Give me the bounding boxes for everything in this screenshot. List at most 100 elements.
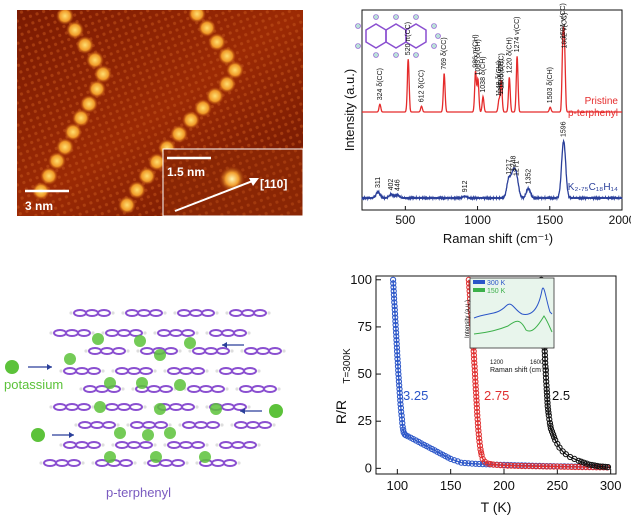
- res-data-point: [475, 431, 482, 438]
- res-data-point: [471, 367, 478, 374]
- terphenyl-ring: [179, 441, 193, 449]
- terphenyl-ring: [157, 329, 171, 337]
- res-data-point: [543, 386, 550, 393]
- potassium-atoms: [5, 333, 283, 463]
- res-data-point: [390, 284, 397, 291]
- res-data-point: [399, 420, 406, 427]
- hydrogen-atom: [220, 423, 224, 427]
- terphenyl-ring: [244, 347, 258, 355]
- potassium-atom-outer: [269, 404, 283, 418]
- res-data-point: [396, 393, 404, 400]
- hydrogen-atom: [163, 369, 167, 373]
- hydrogen-atom: [195, 461, 199, 465]
- potassium-label: potassium: [4, 377, 63, 392]
- hydrogen-atom: [121, 387, 125, 391]
- potassium-atom: [184, 337, 196, 349]
- insertion-arrowhead: [47, 364, 52, 370]
- direction-label: [110]: [260, 177, 287, 191]
- terphenyl-ring: [87, 441, 101, 449]
- terphenyl-ring: [154, 421, 168, 429]
- hydrogen-atom: [235, 387, 239, 391]
- potassium-atom: [164, 427, 176, 439]
- terphenyl-ring: [167, 441, 181, 449]
- res-data-point: [472, 386, 479, 393]
- hydrogen-atom: [143, 405, 147, 409]
- hydrogen-atom: [225, 311, 229, 315]
- hydrogen-atom: [59, 443, 63, 447]
- terphenyl-ring: [55, 459, 69, 467]
- raman-peak-label: 1162 δ(CH): [498, 59, 505, 95]
- raman-peak-label: 1596: [561, 121, 568, 137]
- res-data-point: [557, 463, 564, 470]
- hydrogen-atom: [225, 387, 229, 391]
- terphenyl-ring: [191, 441, 205, 449]
- hydrogen-atom: [230, 423, 234, 427]
- terphenyl-ring: [234, 421, 248, 429]
- res-data-point: [511, 462, 518, 469]
- res-data-point: [393, 333, 400, 340]
- raman-xlabel: Raman shift (cm⁻¹): [443, 231, 553, 246]
- terphenyl-label: p-terphenyl: [106, 485, 171, 500]
- resistance-ylabel-group: R/R T=300K: [333, 348, 353, 424]
- terphenyl-ring: [241, 309, 255, 317]
- hydrogen-atom: [49, 331, 53, 335]
- terphenyl-ring: [206, 421, 220, 429]
- res-data-point: [545, 406, 552, 413]
- hydrogen-atom: [111, 369, 115, 373]
- res-data-point: [515, 462, 522, 469]
- insertion-arrowhead: [222, 342, 227, 348]
- crystal-structure: potassium p-terphenyl: [4, 309, 286, 500]
- terphenyl-ring: [233, 329, 247, 337]
- res-data-point: [394, 355, 401, 363]
- hydrogen-atom: [195, 331, 199, 335]
- hydrogen-atom: [178, 423, 182, 427]
- hydrogen-atom: [153, 443, 157, 447]
- terphenyl-ring: [90, 421, 104, 429]
- raman-peak-label: 1591 ν(CC): [560, 3, 567, 39]
- res-ytick-label: 0: [365, 460, 372, 475]
- raman-ylabel: Intensity (a.u.): [342, 69, 357, 151]
- curve-label-3-25: 3.25: [403, 388, 428, 403]
- hydrogen-atom: [257, 443, 261, 447]
- pristine-label-line1: Pristine: [585, 96, 619, 107]
- raman-axes: 500 1000 1500 2000: [395, 206, 631, 227]
- res-data-point: [397, 404, 405, 412]
- res-data-point: [396, 386, 403, 393]
- res-data-point: [472, 382, 479, 389]
- potassium-atom-outer: [31, 428, 45, 442]
- stm-inset: 1.5 nm: [162, 148, 304, 217]
- res-data-point: [543, 463, 550, 470]
- hydrogen-atom: [163, 311, 167, 315]
- raman-peak-label: 1503 δ(CH): [547, 67, 554, 103]
- terphenyl-ring: [65, 403, 79, 411]
- raman-peak-label: 446: [395, 179, 402, 191]
- res-data-point: [490, 461, 497, 468]
- terphenyl-ring: [78, 421, 92, 429]
- res-data-point: [580, 459, 588, 466]
- res-data-point: [575, 463, 582, 471]
- terphenyl-ring: [83, 385, 97, 393]
- terphenyl-ring: [77, 403, 91, 411]
- res-data-point: [393, 329, 400, 336]
- terphenyl-ring: [105, 329, 119, 337]
- hydrogen-atom: [215, 311, 219, 315]
- raman-peak-label: 1165 δ(CC): [498, 53, 505, 89]
- res-data-point: [546, 420, 553, 427]
- resistance-inset: 300 K 150 K 1200 1600 Raman shift (cm⁻¹)…: [465, 277, 555, 374]
- terphenyl-ring: [263, 385, 277, 393]
- res-data-point: [542, 371, 549, 378]
- res-ytick-label: 75: [358, 319, 372, 334]
- terphenyl-ring: [53, 329, 67, 337]
- hydrogen-atom: [277, 387, 281, 391]
- hydrogen-atom: [79, 387, 83, 391]
- curve-label-2-75: 2.75: [484, 388, 509, 403]
- hydrogen-atom: [84, 349, 88, 353]
- res-data-point: [604, 464, 612, 471]
- hydrogen-atom: [39, 461, 43, 465]
- res-data-point: [392, 318, 399, 325]
- raman-peak-label: 1602 ν(CC): [562, 13, 569, 49]
- res-data-point: [470, 348, 477, 355]
- res-data-point: [476, 435, 483, 442]
- raman-peak-label: 1271: [514, 160, 521, 176]
- terphenyl-ring: [219, 367, 233, 375]
